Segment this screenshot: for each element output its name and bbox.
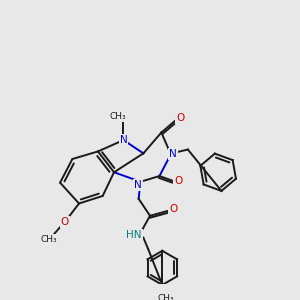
Text: N: N	[169, 149, 177, 159]
Text: HN: HN	[126, 230, 142, 240]
Text: N: N	[134, 180, 142, 190]
Text: O: O	[61, 218, 69, 227]
Text: CH₃: CH₃	[40, 235, 57, 244]
Text: O: O	[169, 204, 178, 214]
Text: O: O	[174, 176, 182, 186]
Text: O: O	[176, 113, 184, 123]
Text: N: N	[120, 135, 128, 145]
Text: CH₃: CH₃	[158, 294, 174, 300]
Text: CH₃: CH₃	[110, 112, 126, 121]
